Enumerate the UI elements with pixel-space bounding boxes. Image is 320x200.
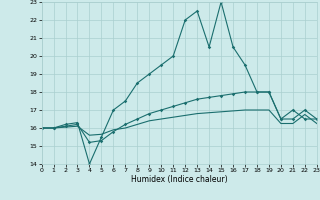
X-axis label: Humidex (Indice chaleur): Humidex (Indice chaleur) <box>131 175 228 184</box>
